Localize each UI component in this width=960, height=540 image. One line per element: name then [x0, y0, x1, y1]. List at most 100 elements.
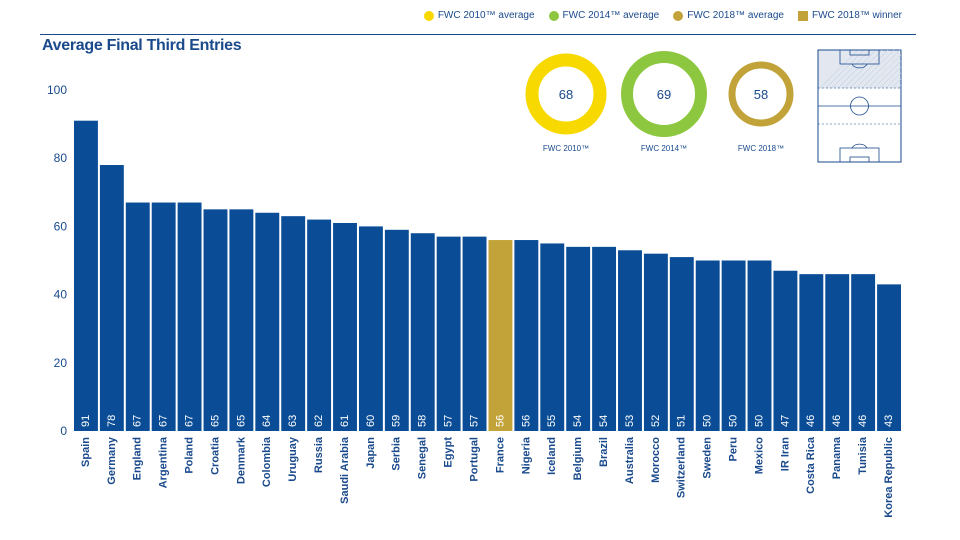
x-tick-label: Australia [624, 436, 636, 484]
bar-value-label: 56 [520, 415, 532, 427]
x-tick-label: Tunisia [857, 436, 869, 475]
bar-value-label: 46 [857, 415, 869, 427]
average-value: 58 [754, 87, 768, 102]
x-tick-label: Germany [106, 436, 118, 485]
legend-label-2014: FWC 2014™ average [562, 10, 660, 21]
pitch-penalty-box-bottom [839, 147, 880, 163]
x-tick-label: Switzerland [676, 437, 688, 498]
legend-item-2018: FWC 2018™ average [673, 10, 784, 21]
x-tick-label: Sweden [702, 437, 714, 479]
title-rule [40, 34, 916, 35]
bar-mexico [747, 260, 772, 431]
bar-panama [825, 274, 850, 431]
average-label: FWC 2010™ [543, 144, 589, 153]
x-tick-label: Morocco [650, 437, 662, 483]
pitch-hatch [849, 49, 889, 89]
x-tick-label: Iceland [546, 437, 558, 475]
x-tick-label: Panama [831, 436, 843, 479]
bar-france [488, 240, 513, 431]
bar-tunisia [851, 274, 876, 431]
bar-value-label: 47 [779, 415, 791, 427]
average-ring-center [745, 78, 777, 110]
pitch-hatch [879, 66, 902, 89]
bar-value-label: 65 [235, 415, 247, 427]
average-label: FWC 2014™ [641, 144, 687, 153]
bar-iceland [540, 243, 565, 431]
x-tick-label: France [494, 437, 506, 473]
bar-value-label: 59 [391, 415, 403, 427]
x-tick-label: Portugal [468, 437, 480, 482]
x-tick-label: Nigeria [520, 436, 532, 474]
average-value: 69 [657, 87, 671, 102]
x-tick-label: Russia [313, 436, 325, 473]
bar-japan [358, 226, 383, 431]
bar-poland [177, 202, 202, 431]
y-tick-label: 80 [54, 151, 68, 165]
x-tick-label: Japan [365, 437, 377, 469]
x-tick-label: Spain [80, 437, 92, 467]
bar-value-label: 57 [468, 415, 480, 427]
bar-value-label: 91 [80, 415, 92, 427]
bar-uruguay [281, 216, 306, 431]
bar-value-label: 55 [546, 415, 558, 427]
x-tick-label: Colombia [261, 436, 273, 487]
bar-value-label: 53 [624, 415, 636, 427]
average-ring-center [550, 78, 582, 110]
pitch-goal-box-top [849, 49, 870, 56]
average-ring [621, 51, 707, 137]
bar-value-label: 43 [883, 415, 895, 427]
pitch-hatch [891, 78, 902, 89]
bar-value-label: 67 [132, 415, 144, 427]
average-ring-center [648, 78, 680, 110]
bar-nigeria [514, 240, 539, 431]
pitch-hatch [873, 60, 902, 89]
legend-label-winner: FWC 2018™ winner [811, 10, 902, 21]
pitch-hatch [837, 49, 877, 89]
y-tick-label: 60 [54, 219, 68, 233]
pitch-hatch [819, 49, 859, 89]
bar-russia [307, 219, 332, 431]
x-tick-label: Peru [728, 437, 740, 461]
average-ring [728, 61, 794, 127]
legend-label-2018: FWC 2018™ average [687, 10, 784, 21]
bar-value-label: 78 [106, 415, 118, 427]
chart-title: Average Final Third Entries [42, 37, 242, 54]
bar-sweden [695, 260, 720, 431]
y-tick-label: 100 [47, 83, 67, 97]
bar-value-label: 46 [831, 415, 843, 427]
average-value: 68 [559, 87, 573, 102]
legend-swatch-winner [797, 10, 808, 21]
x-tick-label: Senegal [417, 437, 429, 479]
bar-value-label: 46 [805, 415, 817, 427]
bar-value-label: 50 [753, 415, 765, 427]
pitch-hatch [855, 49, 895, 89]
bar-ir-iran [773, 270, 798, 431]
x-tick-label: Costa Rica [805, 436, 817, 494]
legend-item-winner: FWC 2018™ winner [797, 10, 902, 21]
bar-serbia [384, 229, 409, 431]
bar-value-label: 57 [443, 415, 455, 427]
pitch-arc-top [851, 63, 868, 69]
pitch-arc-bottom [851, 143, 868, 149]
x-tick-label: Belgium [572, 437, 584, 481]
bar-value-label: 62 [313, 415, 325, 427]
pitch-hatch [885, 72, 902, 89]
legend-swatch-2010 [423, 10, 434, 21]
y-tick-label: 0 [60, 424, 67, 438]
bar-senegal [410, 233, 435, 431]
average-label: FWC 2018™ [738, 144, 784, 153]
bar-switzerland [669, 257, 694, 431]
x-tick-label: Korea Republic [883, 437, 895, 518]
x-tick-label: Croatia [209, 436, 221, 475]
legend-item-2010: FWC 2010™ average [423, 10, 535, 21]
bar-value-label: 65 [209, 415, 221, 427]
bar-denmark [229, 209, 254, 431]
pitch-hatch [897, 84, 902, 89]
bar-value-label: 61 [339, 415, 351, 427]
x-tick-label: IR Iran [779, 437, 791, 472]
pitch-hatch [867, 54, 902, 89]
pitch-hatch [831, 49, 871, 89]
legend-item-2014: FWC 2014™ average [548, 10, 660, 21]
x-tick-label: Egypt [443, 437, 455, 468]
y-tick-label: 20 [54, 356, 68, 370]
